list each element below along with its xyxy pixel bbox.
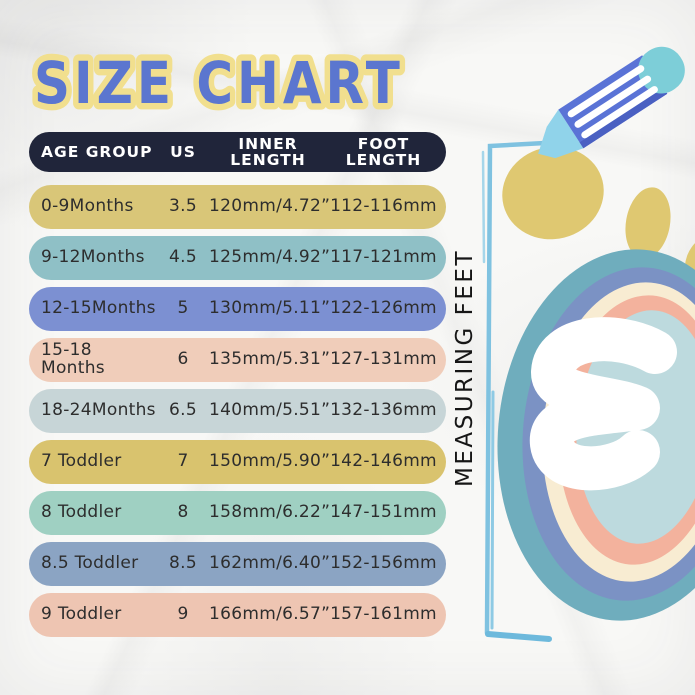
cell-us: 8 <box>177 502 189 523</box>
cell-us: 6 <box>177 349 189 370</box>
cell-inner-length: 130mm/5.11” <box>209 298 331 319</box>
cell-age-group: 12-15Months <box>41 298 156 319</box>
cell-foot-length: 127-131mm <box>330 349 437 370</box>
cell-inner-length: 120mm/4.72” <box>209 196 331 217</box>
second-toe-shape <box>625 187 671 259</box>
header-inner-length: INNER LENGTH <box>230 134 306 169</box>
big-toe-shape <box>502 146 604 240</box>
header-us: US <box>170 142 196 161</box>
table-row: 7 Toddler 7 150mm/5.90” 142-146mm <box>29 440 446 484</box>
header-foot-length: FOOT LENGTH <box>345 134 422 169</box>
cell-us: 5 <box>177 298 189 319</box>
cell-foot-length: 132-136mm <box>330 400 437 421</box>
cell-inner-length: 125mm/4.92” <box>209 247 331 268</box>
pencil-stripe <box>567 65 645 118</box>
cell-inner-length: 158mm/6.22” <box>209 502 331 523</box>
cell-age-group: 7 Toddler <box>41 451 122 472</box>
pencil-body-shadow <box>579 87 668 149</box>
measuring-bracket-icon <box>481 140 552 642</box>
page-title: SIZE CHART <box>28 43 406 122</box>
cell-foot-length: 122-126mm <box>330 298 437 319</box>
footprint-icon <box>497 146 695 621</box>
cell-age-group: 8 Toddler <box>41 502 122 523</box>
table-header-row: AGE GROUP US INNER LENGTH FOOT LENGTH <box>29 132 446 172</box>
cell-foot-length: 117-121mm <box>330 247 437 268</box>
cell-us: 8.5 <box>169 553 197 574</box>
table-row: 8.5 Toddler 8.5 162mm/6.40” 152-156mm <box>29 542 446 586</box>
title-text: SIZE CHART <box>34 49 404 116</box>
table-row: 9 Toddler 9 166mm/6.57” 157-161mm <box>29 593 446 637</box>
pencil-stripe <box>581 86 658 139</box>
cell-inner-length: 140mm/5.51” <box>209 400 331 421</box>
cell-inner-length: 150mm/5.90” <box>209 451 331 472</box>
cell-foot-length: 147-151mm <box>330 502 437 523</box>
cell-foot-length: 157-161mm <box>330 604 437 625</box>
cell-age-group: 18-24Months <box>41 400 156 421</box>
cell-inner-length: 135mm/5.31” <box>209 349 331 370</box>
size-table: AGE GROUP US INNER LENGTH FOOT LENGTH 0-… <box>29 132 446 644</box>
cell-us: 3.5 <box>169 196 197 217</box>
cell-foot-length: 112-116mm <box>330 196 437 217</box>
pencil-icon <box>538 46 685 159</box>
cell-age-group: 9-12Months <box>41 247 145 268</box>
cell-us: 7 <box>177 451 189 472</box>
cell-us: 4.5 <box>169 247 197 268</box>
table-row: 12-15Months 5 130mm/5.11” 122-126mm <box>29 287 446 331</box>
sole-white-squiggle <box>529 317 677 491</box>
table-row: 15-18 Months 6 135mm/5.31” 127-131mm <box>29 338 446 382</box>
pencil-stripe <box>574 75 652 128</box>
cell-inner-length: 166mm/6.57” <box>209 604 331 625</box>
table-row: 8 Toddler 8 158mm/6.22” 147-151mm <box>29 491 446 535</box>
cell-us: 6.5 <box>169 400 197 421</box>
cell-us: 9 <box>177 604 189 625</box>
cell-foot-length: 152-156mm <box>330 553 437 574</box>
cell-age-group: 9 Toddler <box>41 604 122 625</box>
table-row: 9-12Months 4.5 125mm/4.92” 117-121mm <box>29 236 446 280</box>
cell-age-group: 15-18 Months <box>41 340 105 378</box>
cell-age-group: 8.5 Toddler <box>41 553 139 574</box>
table-row: 0-9Months 3.5 120mm/4.72” 112-116mm <box>29 185 446 229</box>
cell-inner-length: 162mm/6.40” <box>209 553 331 574</box>
pencil-tip <box>538 109 584 159</box>
table-row: 18-24Months 6.5 140mm/5.51” 132-136mm <box>29 389 446 433</box>
cell-foot-length: 142-146mm <box>330 451 437 472</box>
header-age-group: AGE GROUP <box>41 142 153 161</box>
measuring-feet-label: MEASURING FEET <box>452 249 478 487</box>
cell-age-group: 0-9Months <box>41 196 134 217</box>
